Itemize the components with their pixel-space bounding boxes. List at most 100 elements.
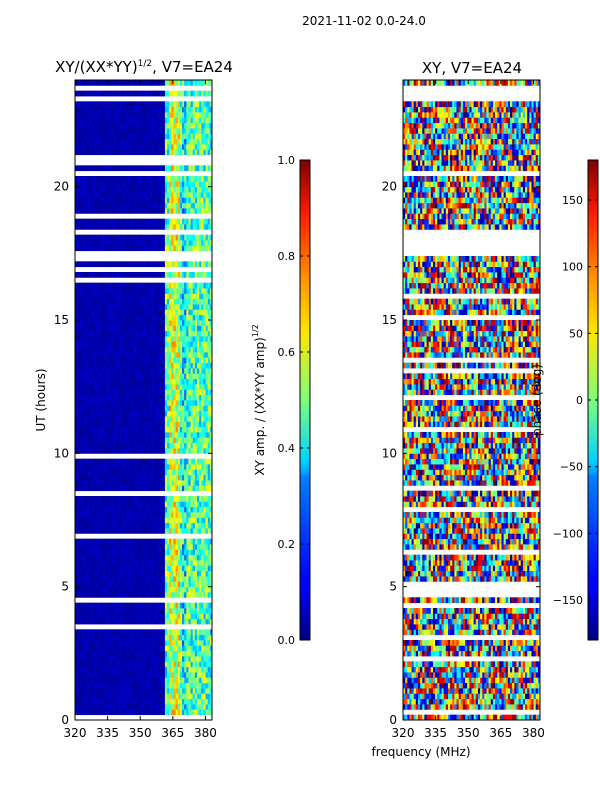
left-heatmap-cell [177, 362, 181, 369]
left-heatmap-cell [186, 378, 189, 385]
left-heatmap-cell [201, 586, 204, 593]
left-heatmap-cell [77, 320, 80, 326]
left-heatmap-cell [137, 693, 140, 700]
left-heatmap-cell [85, 304, 89, 310]
left-heatmap-cell [182, 688, 185, 694]
left-heatmap-cell [100, 357, 104, 364]
left-heatmap-cell [104, 586, 108, 593]
left-heatmap-cell [92, 661, 95, 668]
left-heatmap-cell [102, 426, 106, 433]
left-heatmap-cell [199, 352, 202, 358]
left-heatmap-cell [197, 485, 200, 492]
left-heatmap-cell [124, 325, 127, 332]
left-heatmap-cell [194, 570, 198, 577]
left-heatmap-cell [111, 309, 114, 316]
left-heatmap-cell [126, 544, 129, 550]
left-heatmap-cell [89, 394, 93, 401]
left-heatmap-cell [83, 304, 87, 310]
left-heatmap-cell [83, 677, 87, 684]
left-heatmap-cell [102, 298, 106, 305]
left-heatmap-cell [79, 645, 82, 652]
left-heatmap-cell [77, 613, 80, 620]
left-heatmap-cell [152, 320, 155, 326]
left-heatmap-cell [175, 506, 179, 513]
left-heatmap-cell [124, 522, 127, 529]
left-heatmap-cell [89, 634, 93, 641]
left-heatmap-cell [81, 565, 84, 572]
left-heatmap-cell [92, 384, 95, 390]
left-heatmap-cell [209, 608, 212, 614]
left-heatmap-cell [128, 437, 132, 444]
left-heatmap-cell [130, 634, 134, 641]
left-heatmap-cell [94, 298, 97, 305]
left-heatmap-cell [175, 384, 179, 390]
left-heatmap-cell [158, 586, 162, 593]
left-heatmap-cell [209, 581, 212, 588]
left-heatmap-cell [85, 634, 89, 641]
left-heatmap-cell [75, 586, 78, 593]
left-heatmap-cell [122, 704, 125, 710]
left-heatmap-cell [186, 421, 189, 428]
left-heatmap-cell [104, 298, 108, 305]
left-heatmap-cell [164, 613, 168, 620]
left-heatmap-cell [126, 426, 129, 433]
left-heatmap-cell [158, 325, 162, 332]
left-heatmap-cell [160, 661, 164, 668]
left-heatmap-cell [89, 437, 93, 444]
left-heatmap-cell [115, 698, 119, 705]
left-heatmap-cell [194, 698, 198, 705]
left-heatmap-cell [173, 384, 177, 390]
left-heatmap-cell [92, 608, 95, 614]
left-heatmap-cell [89, 496, 93, 502]
left-heatmap-cell [145, 528, 149, 534]
left-heatmap-cell [156, 650, 159, 657]
left-heatmap-cell [143, 618, 147, 625]
left-heatmap-cell [111, 282, 114, 289]
left-heatmap-cell [188, 682, 191, 689]
left-heatmap-cell [79, 634, 82, 641]
left-heatmap-cell [75, 469, 78, 476]
left-heatmap-cell [117, 608, 121, 614]
left-heatmap-cell [152, 400, 155, 406]
left-heatmap-cell [107, 672, 110, 678]
left-heatmap-cell [184, 576, 187, 582]
left-heatmap-cell [85, 570, 89, 577]
left-heatmap-cell [92, 469, 95, 476]
left-heatmap-cell [156, 640, 159, 646]
left-heatmap-cell [128, 330, 132, 337]
left-heatmap-cell [175, 362, 179, 369]
left-heatmap-cell [209, 693, 212, 700]
left-heatmap-cell [190, 592, 194, 598]
left-heatmap-cell [186, 357, 189, 364]
left-heatmap-cell [182, 506, 185, 513]
left-heatmap-cell [107, 602, 110, 609]
left-heatmap-cell [149, 592, 153, 598]
left-heatmap-cell [207, 629, 211, 636]
left-heatmap-cell [75, 389, 78, 396]
left-heatmap-cell [192, 672, 196, 678]
left-heatmap-cell [126, 474, 129, 481]
left-heatmap-row [75, 544, 212, 550]
left-heatmap-cell [87, 554, 91, 561]
left-heatmap-cell [87, 325, 91, 332]
left-heatmap-cell [162, 693, 166, 700]
left-heatmap-cell [171, 336, 174, 342]
left-heatmap-cell [83, 272, 87, 278]
left-heatmap-cell [160, 704, 164, 710]
left-heatmap-cell [102, 469, 106, 476]
left-heatmap-cell [164, 560, 168, 566]
left-heatmap-cell [100, 293, 104, 300]
left-heatmap-cell [107, 522, 110, 529]
left-heatmap-cell [173, 368, 177, 374]
left-heatmap-cell [111, 576, 114, 582]
left-heatmap-cell [205, 650, 209, 657]
left-heatmap-cell [171, 389, 174, 396]
left-heatmap-cell [137, 304, 140, 310]
left-heatmap-cell [177, 346, 181, 353]
left-heatmap-cell [98, 437, 102, 444]
left-heatmap-cell [130, 586, 134, 593]
left-heatmap-cell [77, 549, 80, 556]
left-heatmap-cell [199, 496, 202, 502]
left-heatmap-cell [130, 464, 134, 470]
left-heatmap-cell [126, 522, 129, 529]
